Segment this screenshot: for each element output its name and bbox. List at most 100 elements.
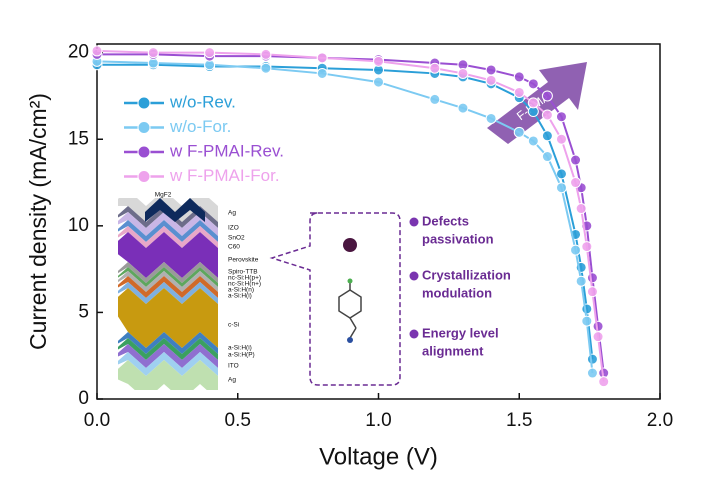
data-point <box>581 241 593 253</box>
layer <box>118 206 218 228</box>
layer <box>118 267 218 287</box>
layer-label: a-Si:H(i) <box>228 293 252 300</box>
x-tick-label: 2.0 <box>647 410 673 431</box>
layer-label: MgF2 <box>155 192 172 199</box>
callout-text: modulation <box>422 285 492 300</box>
x-tick-label: 0.0 <box>84 410 110 431</box>
data-point <box>457 102 469 114</box>
data-point <box>527 78 539 90</box>
data-point <box>555 111 567 123</box>
x-tick-label: 1.0 <box>365 410 391 431</box>
data-point <box>570 244 582 256</box>
data-point <box>586 286 598 298</box>
data-point <box>485 64 497 76</box>
data-point <box>513 86 525 98</box>
layer-label: C60 <box>228 244 240 251</box>
data-point <box>260 48 272 60</box>
layer-label: nc-Si:H(p+) <box>228 275 261 282</box>
data-point <box>485 112 497 124</box>
data-point <box>575 275 587 287</box>
layer-label: SnO2 <box>228 235 245 242</box>
layer-label: c-Si <box>228 322 239 329</box>
data-point <box>485 74 497 86</box>
bullet <box>409 329 419 339</box>
data-point <box>527 135 539 147</box>
layer-label: Perovskite <box>228 257 259 264</box>
layer-label: a-Si:H(P) <box>228 352 255 359</box>
x-tick-label: 1.5 <box>506 410 532 431</box>
layer <box>118 288 218 348</box>
layer <box>118 276 218 298</box>
data-point <box>429 93 441 105</box>
data-point <box>541 109 553 121</box>
layer <box>118 338 218 360</box>
legend-label: w/o-Rev. <box>169 92 236 111</box>
data-point <box>555 133 567 145</box>
data-point <box>204 47 216 59</box>
y-tick-label: 15 <box>68 128 89 149</box>
layer-label: a-Si:H(i) <box>228 345 252 352</box>
y-axis-label: Current density (mA/cm²) <box>25 93 51 350</box>
data-point <box>147 47 159 59</box>
layer <box>118 226 218 248</box>
callout-text: passivation <box>422 231 494 246</box>
callout-text: Crystallization <box>422 267 511 282</box>
data-point <box>586 367 598 379</box>
data-point <box>316 52 328 64</box>
callout-text: Defects <box>422 213 469 228</box>
device-stack <box>118 198 218 390</box>
data-point <box>541 90 553 102</box>
legend-marker <box>137 121 151 134</box>
data-point <box>570 154 582 166</box>
x-tick-label: 0.5 <box>225 410 251 431</box>
data-point <box>373 76 384 88</box>
layer <box>118 262 218 283</box>
data-point <box>373 55 384 67</box>
layer <box>118 332 218 354</box>
bullet <box>409 271 419 281</box>
data-point <box>316 67 328 79</box>
y-tick-label: 10 <box>68 215 89 236</box>
layer-label: Ag <box>228 377 236 384</box>
data-point <box>541 130 553 142</box>
data-point <box>586 353 598 365</box>
data-point <box>592 331 604 343</box>
layer-label: nc-Si:H(n+) <box>228 281 261 288</box>
layer <box>118 352 218 376</box>
data-point <box>91 45 103 57</box>
x-axis-label: Voltage (V) <box>319 443 438 470</box>
callout-bubble <box>269 212 401 386</box>
molecule <box>338 238 362 343</box>
legend-marker <box>137 170 151 183</box>
layer-label: a-Si:H(n) <box>228 287 254 294</box>
callout-text: alignment <box>422 343 484 358</box>
legend-label: w F-PMAI-Rev. <box>169 141 284 160</box>
data-point <box>513 126 525 138</box>
bullet <box>409 217 419 227</box>
layer-label: Ag <box>228 210 236 217</box>
data-point <box>513 71 525 83</box>
layer <box>118 271 218 292</box>
data-point <box>581 315 593 327</box>
layer <box>118 220 218 242</box>
data-point <box>581 303 593 315</box>
legend-label: w/o-For. <box>169 117 231 136</box>
data-point <box>598 376 610 388</box>
data-point <box>555 182 567 194</box>
layer-label: Spiro-TTB <box>228 269 258 276</box>
callout-text: Energy level <box>422 325 499 340</box>
legend-marker <box>137 145 151 159</box>
data-point <box>570 177 582 189</box>
layer-label: ITO <box>228 363 239 370</box>
data-point <box>457 67 469 79</box>
legend-marker <box>137 96 151 110</box>
layer <box>118 282 218 304</box>
data-point <box>541 151 553 163</box>
layer <box>118 360 218 390</box>
data-point <box>575 203 587 215</box>
layer <box>118 344 218 368</box>
layer <box>118 212 218 236</box>
layer <box>118 232 218 278</box>
data-point <box>555 168 567 180</box>
